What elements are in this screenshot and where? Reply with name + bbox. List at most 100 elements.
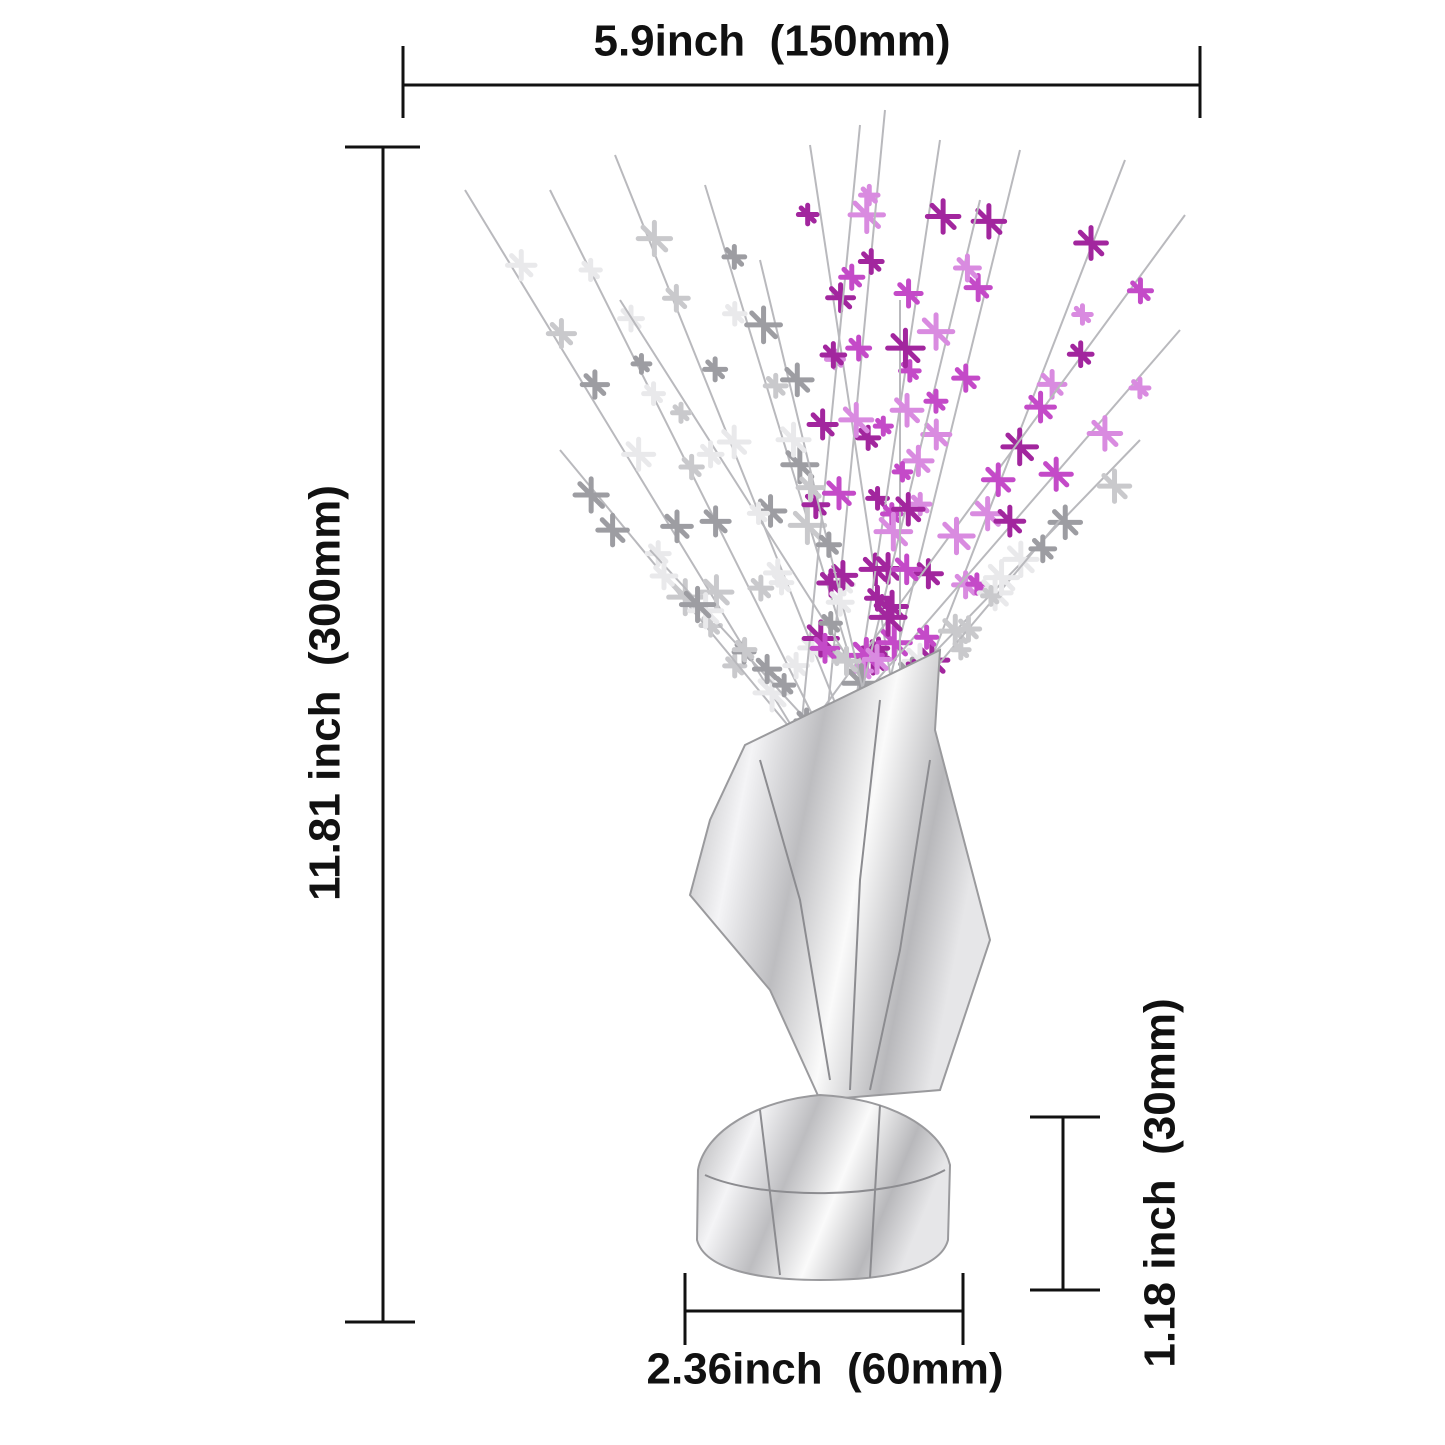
snowflake (1066, 340, 1095, 369)
snowflake (1128, 376, 1152, 400)
snowflake (782, 651, 810, 680)
snowflake (716, 424, 752, 460)
spray-stems (464, 109, 1186, 741)
snowflake (937, 516, 976, 556)
stem (824, 329, 1181, 741)
snowflake (678, 453, 705, 481)
snowflake (621, 436, 657, 472)
snowflake (635, 219, 674, 258)
snowflake (649, 561, 679, 591)
snowflake (885, 327, 926, 369)
snowflake (1086, 415, 1124, 452)
snowflake (857, 248, 885, 275)
snowflake (950, 638, 972, 661)
snowflake (545, 318, 578, 350)
snowflake (890, 491, 926, 527)
snowflake (993, 504, 1027, 538)
snowflake (825, 587, 855, 617)
snowflake (838, 401, 875, 439)
snowflake (762, 372, 789, 399)
snowflake (889, 392, 925, 428)
snowflake (923, 388, 949, 414)
snowflake (744, 305, 783, 345)
snowflake (861, 643, 893, 675)
snowflake (1024, 390, 1057, 424)
snowflake (722, 653, 748, 679)
snowflake (644, 540, 672, 568)
snowflake (827, 560, 859, 591)
snowflake (702, 356, 729, 383)
snowflake (809, 632, 841, 664)
snowflake (818, 611, 843, 636)
snowflake (914, 624, 940, 650)
snowflake (572, 476, 610, 514)
snowflake (954, 615, 983, 643)
snowflake (698, 574, 735, 611)
base-width-label: 2.36inch (60mm) (646, 1345, 1003, 1394)
base-height-label: 1.18 inch (30mm) (1136, 998, 1185, 1367)
snowflake (951, 363, 981, 393)
snowflake (963, 272, 993, 303)
snowflake (970, 203, 1008, 240)
snowflake (1028, 534, 1058, 564)
snowflake (578, 257, 603, 283)
snowflake (865, 485, 890, 511)
snowflake (920, 418, 953, 451)
snowflake (969, 495, 1006, 532)
snowflake (669, 401, 693, 424)
snowflake (1126, 277, 1155, 305)
snowflake (858, 183, 881, 207)
snowflake (980, 462, 1016, 498)
snowflake (630, 352, 653, 375)
snowflake (696, 440, 725, 469)
snowflake (660, 509, 694, 544)
snowflake (579, 369, 611, 400)
snowflake (952, 253, 982, 283)
snowflake (924, 198, 962, 235)
snowflake (868, 597, 908, 637)
snowflake (838, 263, 866, 291)
snowflake (1038, 456, 1074, 492)
snowflake (795, 472, 826, 503)
snowflake (661, 283, 691, 313)
snowflake (1073, 225, 1109, 261)
snowflake (1071, 303, 1094, 326)
snowflake (1002, 540, 1040, 579)
snowflake (746, 501, 771, 526)
snowflake (721, 244, 748, 270)
stem (849, 199, 981, 741)
height-label: 11.81 inch (300mm) (301, 485, 350, 901)
snowflake (902, 444, 935, 478)
snowflake (873, 511, 914, 552)
snowflake (795, 202, 820, 227)
snowflake (891, 461, 914, 483)
snowflake (1000, 427, 1040, 467)
snowflake (845, 334, 873, 362)
snowflake (831, 645, 862, 677)
snowflake (819, 341, 848, 369)
snowflake (504, 248, 538, 282)
snowflake (1096, 468, 1133, 504)
snowflake (787, 505, 828, 546)
snowflake (980, 584, 1002, 607)
snowflake (847, 195, 886, 235)
snowflake (815, 531, 843, 559)
snowflake (890, 553, 923, 586)
width-label: 5.9inch (150mm) (593, 17, 950, 66)
snowflake (893, 278, 924, 309)
snowflake (872, 415, 894, 437)
snowflake (982, 559, 1021, 597)
snowflake (747, 574, 775, 602)
base-creases (704, 1104, 946, 1279)
foil-wrap (688, 648, 992, 1102)
snowflake (771, 673, 797, 698)
snowflake (779, 362, 815, 398)
snowflake (678, 585, 717, 624)
snowflake (751, 653, 783, 685)
snowflake (721, 300, 748, 327)
snowflake (825, 282, 857, 314)
weight-base (695, 1093, 952, 1282)
snowflake (1047, 504, 1084, 541)
snowflake (916, 312, 956, 351)
